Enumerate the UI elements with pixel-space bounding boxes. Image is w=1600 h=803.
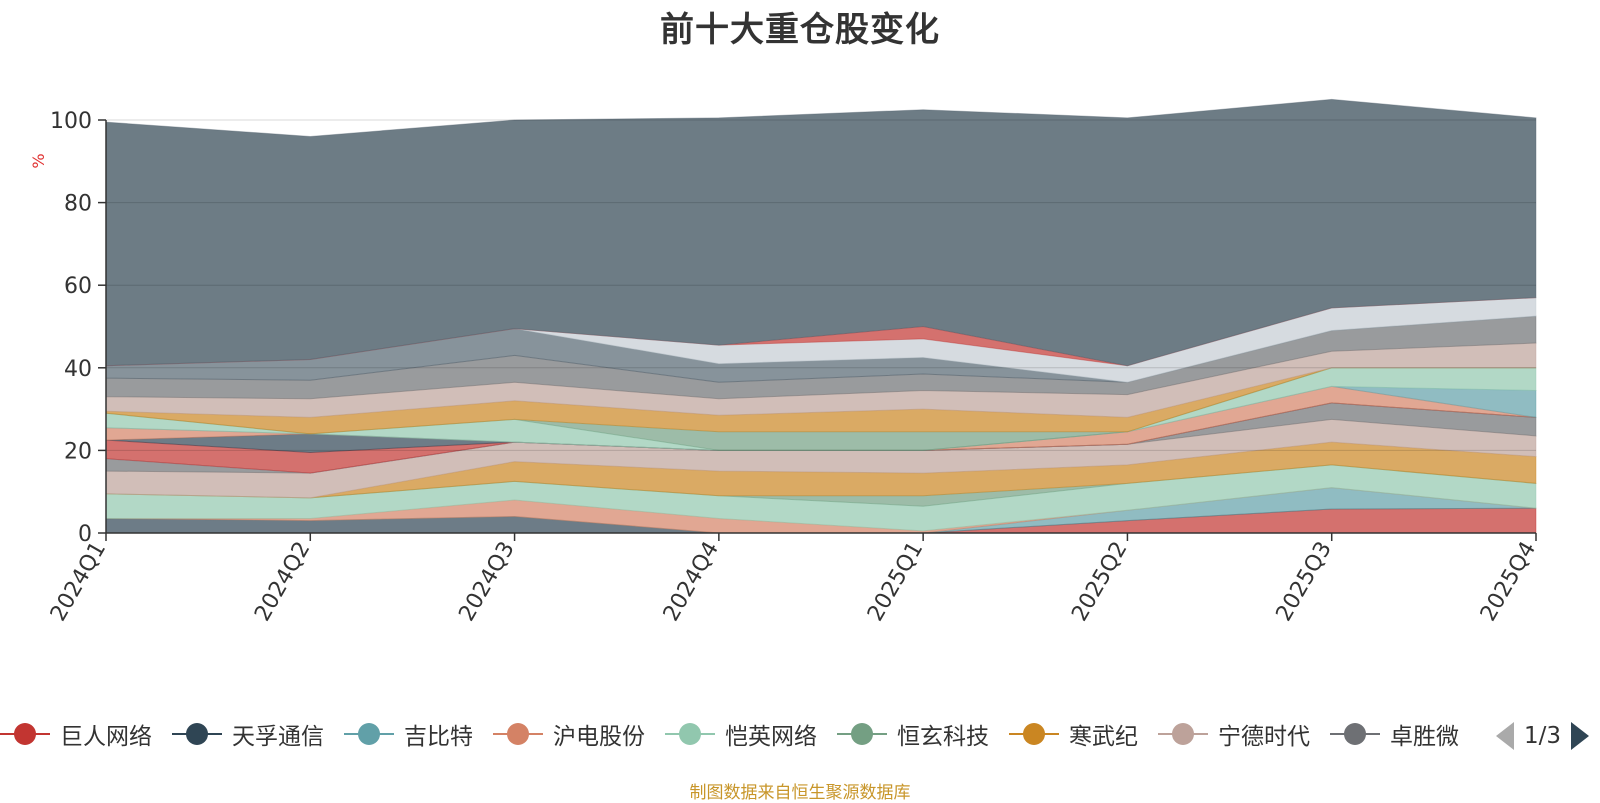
legend-marker-icon bbox=[1330, 721, 1380, 747]
legend-marker-icon bbox=[665, 721, 715, 747]
legend-marker-icon bbox=[1009, 721, 1059, 747]
legend-item[interactable]: 沪电股份 bbox=[493, 714, 645, 754]
x-tick-label-2025Q3: 2025Q3 bbox=[1272, 538, 1337, 626]
x-tick-label-2024Q4: 2024Q4 bbox=[659, 538, 724, 626]
x-tick-label-2024Q2: 2024Q2 bbox=[250, 538, 315, 626]
legend-label: 沪电股份 bbox=[553, 724, 645, 750]
legend-marker-icon bbox=[1158, 721, 1208, 747]
legend: 巨人网络 天孚通信 吉比特 沪电股份 恺英网络 恒玄科技 寒武纪 宁德时代 卓胜微 bbox=[0, 714, 1480, 754]
legend-label: 吉比特 bbox=[404, 724, 473, 750]
legend-label: 宁德时代 bbox=[1218, 724, 1310, 750]
legend-page-indicator: 1/3 bbox=[1524, 723, 1562, 749]
legend-pager: 1/3 bbox=[1496, 716, 1590, 756]
legend-item[interactable]: 恒玄科技 bbox=[837, 714, 989, 754]
area-series-23 bbox=[105, 98, 1537, 367]
legend-label: 寒武纪 bbox=[1069, 724, 1138, 750]
legend-label: 恺英网络 bbox=[725, 724, 817, 750]
legend-marker-icon bbox=[0, 721, 50, 747]
y-tick-label-20: 20 bbox=[64, 439, 92, 464]
x-tick-label-2025Q1: 2025Q1 bbox=[863, 538, 928, 626]
x-tick-label-2025Q4: 2025Q4 bbox=[1476, 538, 1541, 626]
y-tick-label-80: 80 bbox=[64, 192, 92, 217]
y-tick-label-0: 0 bbox=[78, 522, 92, 547]
y-axis-unit-label: % bbox=[29, 153, 48, 168]
legend-item[interactable]: 恺英网络 bbox=[665, 714, 817, 754]
chart-title: 前十大重仓股变化 bbox=[660, 10, 940, 50]
area-series-7 bbox=[105, 418, 1537, 499]
area-series-4 bbox=[105, 464, 1537, 532]
legend-marker-icon bbox=[344, 721, 394, 747]
y-tick-label-40: 40 bbox=[64, 357, 92, 382]
legend-label: 天孚通信 bbox=[232, 724, 324, 750]
y-tick-label-60: 60 bbox=[64, 274, 92, 299]
legend-next-page-icon[interactable] bbox=[1571, 722, 1590, 750]
legend-item[interactable]: 卓胜微 bbox=[1330, 714, 1459, 754]
legend-label: 巨人网络 bbox=[60, 724, 152, 750]
legend-item[interactable]: 吉比特 bbox=[344, 714, 473, 754]
legend-item[interactable]: 寒武纪 bbox=[1009, 714, 1138, 754]
legend-marker-icon bbox=[493, 721, 543, 747]
area-series-18 bbox=[105, 342, 1537, 418]
x-tick-label-2024Q1: 2024Q1 bbox=[46, 538, 111, 626]
legend-marker-icon bbox=[837, 721, 887, 747]
legend-label: 卓胜微 bbox=[1390, 724, 1459, 750]
source-note: 制图数据来自恒生聚源数据库 bbox=[689, 783, 911, 803]
x-tick-label-2024Q3: 2024Q3 bbox=[454, 538, 519, 626]
y-tick-label-100: 100 bbox=[50, 109, 92, 134]
legend-item[interactable]: 天孚通信 bbox=[172, 714, 324, 754]
area-series-15 bbox=[105, 367, 1537, 451]
legend-prev-page-icon[interactable] bbox=[1496, 722, 1514, 750]
legend-item[interactable]: 宁德时代 bbox=[1158, 714, 1310, 754]
legend-item[interactable]: 巨人网络 bbox=[0, 714, 152, 754]
legend-label: 恒玄科技 bbox=[897, 724, 989, 750]
area-series-19 bbox=[105, 315, 1537, 400]
legend-marker-icon bbox=[172, 721, 222, 747]
x-tick-label-2025Q2: 2025Q2 bbox=[1067, 538, 1132, 626]
